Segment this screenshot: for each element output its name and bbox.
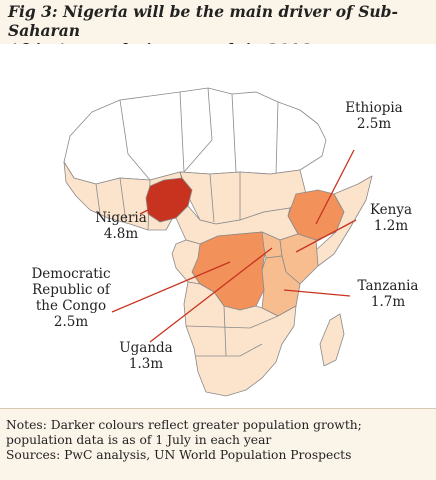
label-drc-value: 2.5m: [53, 314, 89, 330]
notes-line-1: Notes: Darker colours reflect greater po…: [6, 418, 362, 432]
north-africa-region: [63, 87, 327, 185]
africa-map: [63, 87, 373, 397]
north-border-3: [231, 93, 237, 173]
label-drc-name-3: the Congo: [35, 298, 107, 314]
south-border-1: [185, 315, 279, 329]
north-border-2: [179, 91, 185, 173]
label-drc-name-1: Democratic: [31, 266, 111, 282]
leader-lines: [111, 149, 357, 343]
label-nigeria: Nigeria 4.8m: [76, 210, 166, 242]
map-area: Nigeria 4.8m Ethiopia 2.5m Kenya 1.2m De…: [0, 44, 436, 408]
title-line-1: Fig 3: Nigeria will be the main driver o…: [8, 2, 398, 40]
label-uganda-name: Uganda: [119, 340, 173, 356]
leader-nigeria: [139, 203, 161, 215]
west-central-coast: [171, 239, 201, 285]
country-madagascar: [319, 313, 345, 367]
north-border-5: [183, 87, 213, 173]
leader-uganda: [149, 247, 273, 343]
west-border-1: [95, 183, 101, 215]
notes-line-2: population data is as of 1 July in each …: [6, 433, 272, 447]
leader-tanzania: [283, 289, 351, 297]
label-tanzania: Tanzania 1.7m: [346, 278, 430, 310]
sources-line: Sources: PwC analysis, UN World Populati…: [6, 448, 352, 462]
north-border-1: [119, 99, 151, 181]
south-border-2: [196, 343, 263, 357]
label-nigeria-value: 4.8m: [103, 226, 139, 242]
figure-notes: Notes: Darker colours reflect greater po…: [0, 408, 436, 480]
label-drc-name-2: Republic of: [32, 282, 110, 298]
leader-ethiopia: [315, 149, 355, 225]
leader-drc: [111, 261, 231, 313]
label-uganda-value: 1.3m: [128, 356, 164, 372]
label-tanzania-name: Tanzania: [357, 278, 419, 294]
southern-africa-region: [183, 281, 297, 397]
west-border-2: [119, 177, 127, 223]
horn-somalia: [315, 175, 373, 267]
sub-saharan-africa: [63, 161, 373, 397]
north-africa: [63, 87, 327, 185]
label-ethiopia-name: Ethiopia: [345, 100, 403, 116]
label-ethiopia: Ethiopia 2.5m: [332, 100, 416, 132]
label-kenya-name: Kenya: [369, 202, 413, 218]
label-uganda: Uganda 1.3m: [106, 340, 186, 372]
leader-kenya: [295, 219, 357, 253]
label-nigeria-name: Nigeria: [95, 210, 147, 226]
north-border-4: [275, 101, 279, 175]
label-tanzania-value: 1.7m: [370, 294, 406, 310]
label-kenya: Kenya 1.2m: [356, 202, 426, 234]
label-ethiopia-value: 2.5m: [356, 116, 392, 132]
label-drc: Democratic Republic of the Congo 2.5m: [6, 266, 136, 330]
label-kenya-value: 1.2m: [373, 218, 409, 234]
south-border-3: [223, 305, 227, 357]
sahel-border-2: [209, 173, 215, 223]
